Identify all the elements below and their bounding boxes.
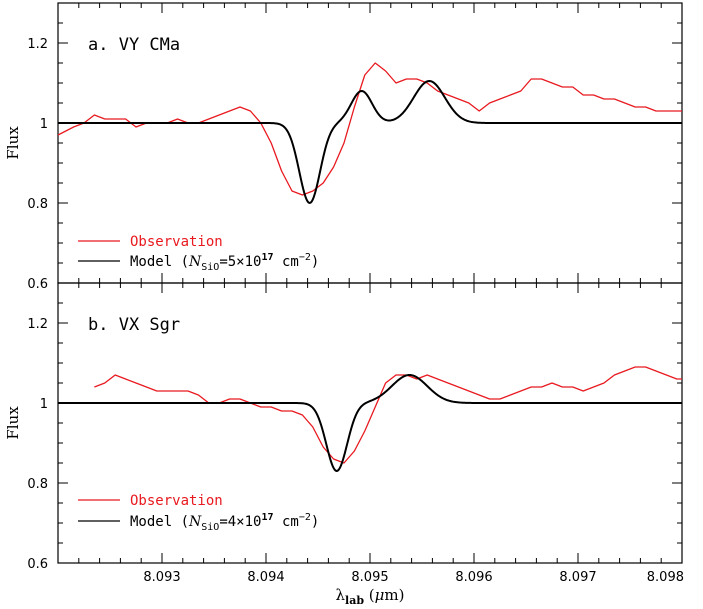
- panel-a-y-axis-label: Flux: [4, 126, 22, 160]
- observation-line: [57, 62, 682, 196]
- legend-model-label: Model (NSiO=4×1017 cm−2): [130, 512, 319, 533]
- legend-model-label: Model (NSiO=5×1017 cm−2): [130, 252, 319, 273]
- panel-a-title: a. VY CMa: [88, 35, 180, 55]
- y-tick-label: 1: [40, 397, 48, 412]
- panel-vy-cma: 0.6 0.8 1 1.2 a. VY CMa Flux Observation Mo…: [4, 2, 683, 292]
- panel-b-y-axis-label: Flux: [4, 406, 22, 440]
- x-tick-label: 8.095: [351, 570, 388, 585]
- panel-a-series: [57, 62, 682, 204]
- model-line: [58, 374, 682, 472]
- y-tick-label: 0.6: [27, 557, 48, 572]
- y-tick-label: 0.8: [27, 477, 48, 492]
- y-tick-label: 1.2: [27, 37, 48, 52]
- x-axis-label: λlab (μm): [336, 586, 405, 607]
- panel-b-ticks: 0.6 0.8 1 1.2 8.093 8.094 8.095 8.096 8.097 8.098: [27, 282, 684, 585]
- legend-observation-label: Observation: [130, 493, 223, 509]
- panel-a-ticks: 0.6 0.8 1 1.2: [27, 2, 683, 292]
- panel-vx-sgr: 0.6 0.8 1 1.2 8.093 8.094 8.095 8.096 8.097 8.098…: [4, 282, 684, 607]
- model-line: [58, 80, 682, 204]
- panel-a-legend: Observation Model (NSiO=5×1017 cm−2): [78, 234, 319, 273]
- x-tick-label: 8.094: [247, 570, 284, 585]
- y-tick-label: 0.6: [27, 277, 48, 292]
- legend-observation-label: Observation: [130, 234, 223, 250]
- x-tick-label: 8.098: [647, 570, 684, 585]
- y-tick-label: 1.2: [27, 317, 48, 332]
- panel-b-legend: Observation Model (NSiO=4×1017 cm−2): [78, 493, 319, 533]
- x-tick-label: 8.096: [455, 570, 492, 585]
- panel-b-title: b. VX Sgr: [88, 315, 180, 335]
- panel-b-series: [58, 366, 682, 472]
- x-tick-label: 8.097: [559, 570, 596, 585]
- y-tick-label: 0.8: [27, 197, 48, 212]
- y-tick-label: 1: [40, 117, 48, 132]
- x-tick-label: 8.093: [143, 570, 180, 585]
- observation-line: [94, 366, 682, 464]
